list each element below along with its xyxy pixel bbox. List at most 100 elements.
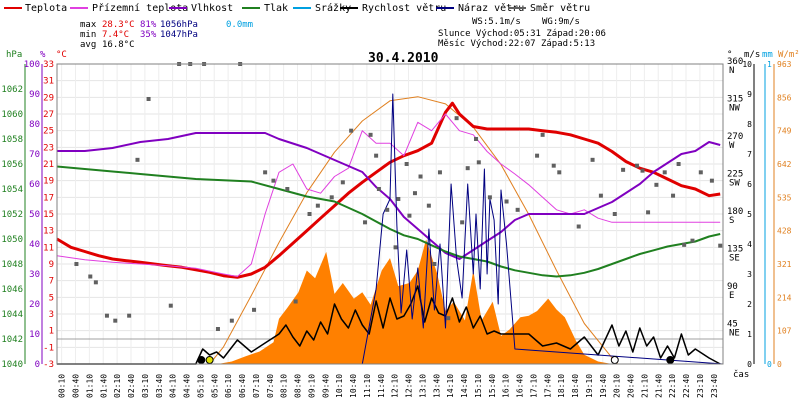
wind-direction-point xyxy=(412,191,417,196)
series-line-tlak xyxy=(56,165,721,278)
tick-label-hpa: 1052 xyxy=(1,210,23,220)
tick-label-hpa: 1044 xyxy=(1,310,23,320)
tick-label-pct: 0 xyxy=(35,360,40,370)
tick-label-temp: 11 xyxy=(43,243,54,253)
legend-label-hum: Vlhkost xyxy=(191,3,233,14)
wind-direction-point xyxy=(454,116,459,121)
wind-direction-point xyxy=(504,199,509,204)
tick-label-x: 15:40 xyxy=(488,374,497,398)
info-sun: Slunce Východ:05:31 Západ:20:06 xyxy=(438,29,606,39)
wind-direction-point xyxy=(698,170,703,175)
wind-direction-point xyxy=(465,166,470,171)
legend-label-press: Tlak xyxy=(264,3,288,14)
tick-label-ms: 4 xyxy=(747,240,752,249)
wind-direction-point xyxy=(285,187,290,191)
legend-label-dir: Směr větru xyxy=(530,2,590,14)
marker-sunset xyxy=(610,356,619,364)
tick-label-ms: 2 xyxy=(747,300,752,309)
tick-label-x: 06:40 xyxy=(238,374,247,398)
stats-min-hum: 35% xyxy=(140,30,157,40)
marker-moonset xyxy=(197,356,206,364)
tick-label-x: 14:40 xyxy=(460,374,469,398)
tick-label-x: 22:10 xyxy=(668,374,677,398)
stats-max-press: 1056hPa xyxy=(160,20,198,30)
wind-direction-point xyxy=(385,207,390,212)
wind-direction-point xyxy=(418,174,423,179)
tick-label-hpa: 1046 xyxy=(1,285,23,295)
wind-direction-point xyxy=(229,318,234,323)
wind-direction-point xyxy=(349,128,354,133)
tick-label-ms: 5 xyxy=(747,210,752,219)
wind-direction-point xyxy=(404,162,409,166)
tick-label-temp: -1 xyxy=(43,343,54,353)
tick-label-x: 09:10 xyxy=(307,374,316,398)
wind-direction-point xyxy=(535,153,540,158)
tick-label-hpa: 1054 xyxy=(1,185,23,195)
tick-label-x: 02:10 xyxy=(113,374,122,398)
tick-label-dir-name: SE xyxy=(729,254,740,264)
stats-avg-temp: 16.8°C xyxy=(102,40,135,50)
tick-label-hpa: 1042 xyxy=(1,335,23,345)
series-line-n-raz-v-tru xyxy=(57,93,724,365)
wind-direction-point xyxy=(540,132,545,137)
tick-label-x: 11:40 xyxy=(377,374,386,398)
axis-header-deg: ° xyxy=(727,50,732,60)
tick-label-dir: 225 xyxy=(727,170,743,180)
series-line-solar-max xyxy=(209,96,618,365)
tick-label-temp: 7 xyxy=(49,277,54,287)
tick-label-hpa: 1050 xyxy=(1,235,23,245)
wind-direction-point xyxy=(612,212,617,216)
wind-direction-point xyxy=(329,195,334,200)
tick-label-pct: 100 xyxy=(24,60,40,70)
tick-label-x: 19:10 xyxy=(585,374,594,398)
tick-label-solar: 856 xyxy=(777,93,792,102)
stats-min-label: min xyxy=(80,30,96,40)
tick-label-x: 21:40 xyxy=(654,374,663,398)
stats-avg-label: avg xyxy=(80,40,96,50)
wind-direction-point xyxy=(487,195,492,200)
wind-direction-point xyxy=(676,162,681,166)
legend-label-rain: Srážky xyxy=(315,2,351,14)
tick-label-temp: 19 xyxy=(43,177,54,187)
tick-label-x: 12:40 xyxy=(405,374,414,398)
tick-label-x: 11:10 xyxy=(363,374,372,398)
tick-label-temp: 9 xyxy=(49,260,54,270)
tick-label-x: 16:40 xyxy=(516,374,525,398)
tick-label-ms: 0 xyxy=(747,360,752,369)
marker-sunrise xyxy=(205,356,214,364)
tick-label-x: 18:10 xyxy=(557,374,566,398)
wind-direction-point xyxy=(307,212,312,216)
legend-label-gust: Náraz větru xyxy=(458,2,524,14)
tick-label-temp: 25 xyxy=(43,127,54,137)
series-line-rychlost-v-tru xyxy=(57,285,721,365)
wind-direction-point xyxy=(135,157,140,162)
axis-headers: hPa % °C ° m/s mm W/m² čas xyxy=(6,50,800,380)
tick-label-x: 05:10 xyxy=(196,374,205,398)
wind-direction-point xyxy=(474,137,479,141)
wind-direction-point xyxy=(215,327,220,331)
tick-label-hpa: 1048 xyxy=(1,260,23,270)
tick-label-solar: 428 xyxy=(777,227,792,236)
tick-label-x: 08:10 xyxy=(280,374,289,398)
tick-label-x: 10:40 xyxy=(349,374,358,398)
stats-max-rain: 0.0mm xyxy=(226,20,253,30)
wind-direction-point xyxy=(576,224,581,229)
tick-label-dir-name: SW xyxy=(729,179,740,189)
wind-direction-point xyxy=(646,210,651,215)
tick-label-x: 10:10 xyxy=(335,374,344,398)
wind-direction-point xyxy=(598,193,603,198)
axis-header-mm: mm xyxy=(762,50,773,60)
wind-direction-point xyxy=(146,97,151,101)
wind-direction-point xyxy=(407,213,412,218)
tick-label-x: 01:40 xyxy=(99,374,108,398)
tick-label-x: 17:10 xyxy=(529,374,538,398)
wind-direction-point xyxy=(709,178,714,183)
tick-label-x: 03:40 xyxy=(155,374,164,398)
tick-label-dir-name: NE xyxy=(729,329,740,339)
stats-min-press: 1047hPa xyxy=(160,30,198,40)
tick-label-ms: 7 xyxy=(747,150,752,159)
tick-label-x: 05:40 xyxy=(210,374,219,398)
tick-label-x: 15:10 xyxy=(474,374,483,398)
wind-direction-point xyxy=(393,245,398,250)
